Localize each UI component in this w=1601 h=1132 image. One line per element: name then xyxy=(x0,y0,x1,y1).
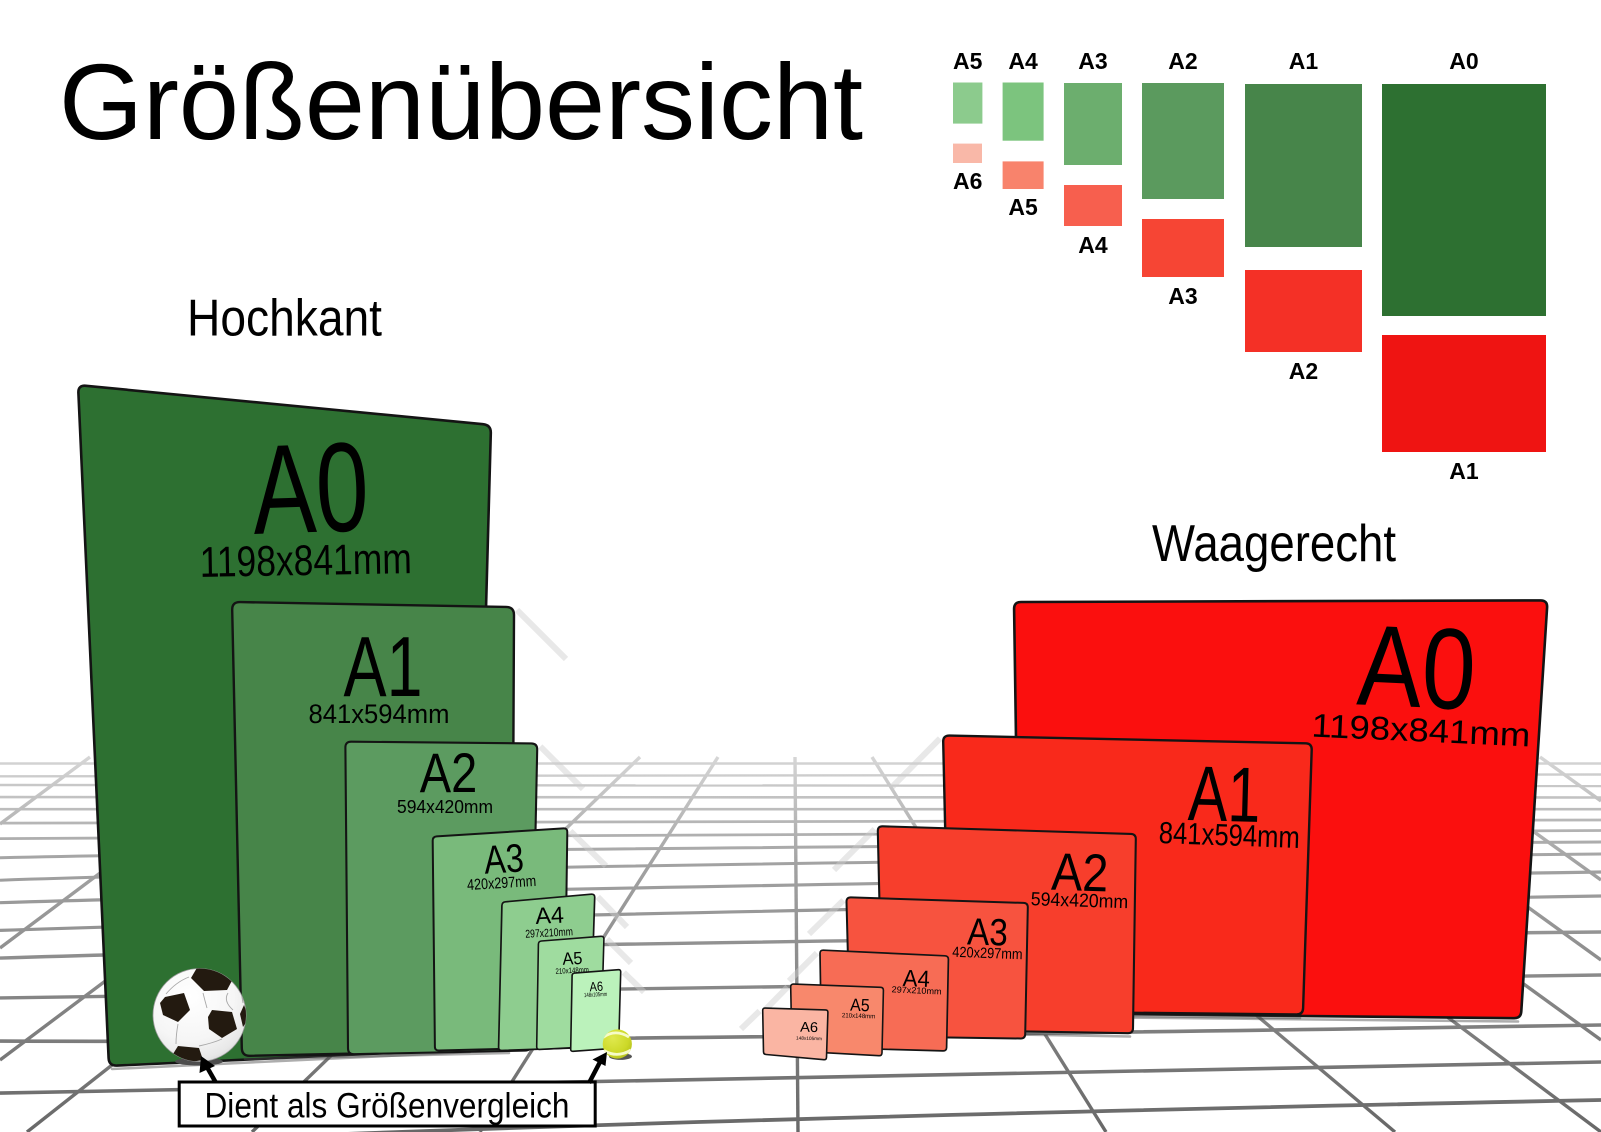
svg-text:1198x841mm: 1198x841mm xyxy=(199,535,412,587)
svg-text:A1: A1 xyxy=(1187,749,1262,839)
svg-text:A2: A2 xyxy=(1168,48,1197,74)
svg-text:A2: A2 xyxy=(1050,843,1109,904)
svg-text:A0: A0 xyxy=(1355,602,1478,735)
svg-text:A4: A4 xyxy=(1008,48,1038,74)
svg-text:A5: A5 xyxy=(1008,194,1038,220)
svg-text:A4: A4 xyxy=(902,965,930,992)
svg-text:210x148mm: 210x148mm xyxy=(555,965,589,976)
svg-text:A1: A1 xyxy=(1449,458,1479,484)
svg-text:A5: A5 xyxy=(562,948,583,969)
svg-text:A0: A0 xyxy=(250,415,371,561)
svg-text:594x420mm: 594x420mm xyxy=(397,796,493,817)
svg-text:Größenübersicht: Größenübersicht xyxy=(59,42,863,162)
svg-text:A3: A3 xyxy=(967,911,1009,954)
svg-text:A0: A0 xyxy=(1449,48,1478,74)
svg-text:A3: A3 xyxy=(1168,283,1197,309)
svg-text:A3: A3 xyxy=(1078,48,1107,74)
svg-text:594x420mm: 594x420mm xyxy=(1030,889,1128,913)
svg-text:Hochkant: Hochkant xyxy=(187,290,382,348)
svg-text:A6: A6 xyxy=(800,1020,819,1037)
svg-text:A2: A2 xyxy=(1289,358,1318,384)
svg-text:A6: A6 xyxy=(953,168,982,194)
svg-text:A5: A5 xyxy=(953,48,983,74)
svg-text:A1: A1 xyxy=(1289,48,1319,74)
svg-text:420x297mm: 420x297mm xyxy=(467,873,537,894)
svg-text:420x297mm: 420x297mm xyxy=(952,945,1023,963)
svg-text:210x148mm: 210x148mm xyxy=(842,1012,876,1020)
svg-text:A1: A1 xyxy=(344,620,423,715)
svg-text:A5: A5 xyxy=(850,995,870,1016)
svg-text:148x105mm: 148x105mm xyxy=(584,992,607,999)
svg-text:A2: A2 xyxy=(420,741,478,804)
svg-text:A6: A6 xyxy=(589,979,603,995)
svg-text:Waagerecht: Waagerecht xyxy=(1152,515,1396,573)
svg-text:A4: A4 xyxy=(1078,232,1108,258)
svg-text:Dient als Größenvergleich: Dient als Größenvergleich xyxy=(205,1086,570,1126)
svg-text:A4: A4 xyxy=(535,902,565,929)
svg-text:841x594mm: 841x594mm xyxy=(309,699,450,729)
svg-text:297x210mm: 297x210mm xyxy=(891,984,941,996)
svg-text:148x105mm: 148x105mm xyxy=(796,1035,822,1041)
svg-text:841x594mm: 841x594mm xyxy=(1158,815,1300,855)
svg-text:297x210mm: 297x210mm xyxy=(525,926,573,940)
svg-text:A3: A3 xyxy=(483,836,525,882)
